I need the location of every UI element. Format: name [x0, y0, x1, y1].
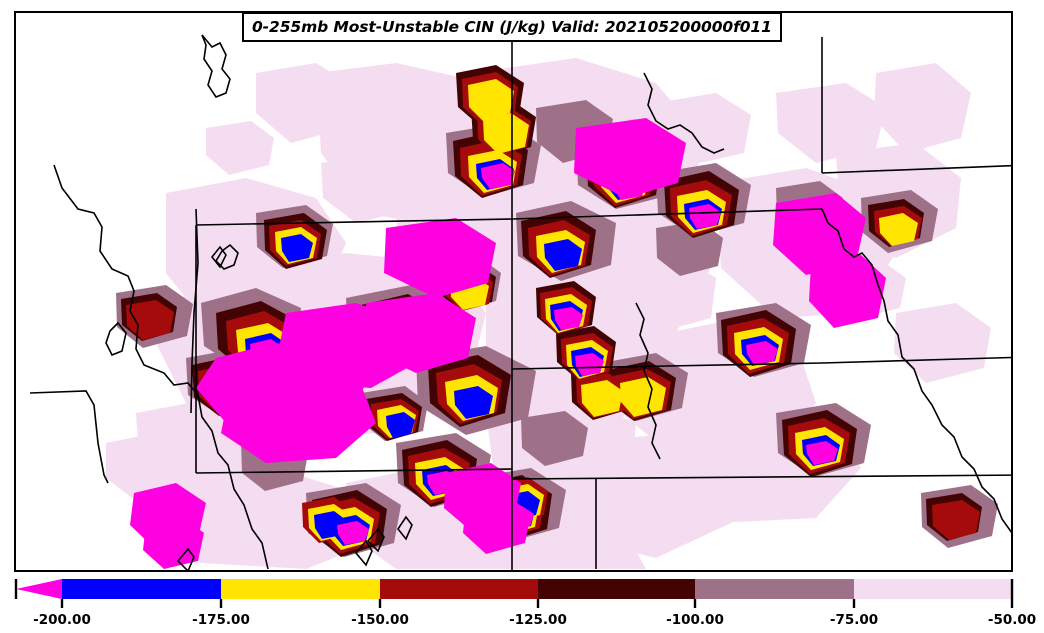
lake-tahoe [105, 321, 127, 357]
river-detail-south-2 [366, 527, 385, 553]
colorbar-label-5: -75.00 [830, 612, 878, 628]
colorbar-label-4: -100.00 [666, 612, 724, 628]
colorbar: -200.00 -175.00 -150.00 -125.00 -100.00 … [0, 572, 1044, 633]
title-box: 0-255mb Most-Unstable CIN (J/kg) Valid: … [242, 12, 782, 42]
lake-detail-utah [210, 245, 227, 269]
river-detail-az [176, 547, 195, 570]
colorbar-bin-mauve [695, 579, 854, 599]
colorbar-label-0: -200.00 [33, 612, 91, 628]
north-dakota-south-dakota-border [821, 164, 1011, 174]
wyoming-montana-border [511, 208, 823, 220]
colorbar-bin-maroon [538, 579, 695, 599]
cin-contour-field [106, 58, 998, 569]
colorbar-bin-palepink [854, 579, 1013, 599]
nebraska-south-dakota-border [821, 356, 1011, 364]
colorbar-label-1: -175.00 [192, 612, 250, 628]
colorbar-label-3: -125.00 [509, 612, 567, 628]
colorbar-label-2: -150.00 [351, 612, 409, 628]
missouri-river-mid [635, 302, 661, 460]
map-canvas [16, 13, 1011, 570]
state-boundaries [29, 34, 1011, 570]
colorbar-bin-darkred [380, 579, 538, 599]
nevada-california-border [29, 390, 109, 484]
oklahoma-kansas-border [511, 474, 1011, 480]
colorbar-ticks [14, 579, 1014, 608]
colorbar-label-6: -50.00 [988, 612, 1036, 628]
utah-arizona-border [195, 468, 513, 474]
oregon-idaho-border [190, 208, 199, 414]
puget-sound-coast [201, 34, 231, 98]
chart-title: 0-255mb Most-Unstable CIN (J/kg) Valid: … [252, 18, 772, 36]
colorbar-bin-yellow [221, 579, 380, 599]
montana-idaho-wyoming-north [195, 218, 513, 226]
colorbar-bin-blue [62, 579, 221, 599]
colorbar-canvas: -200.00 -175.00 -150.00 -125.00 -100.00 … [14, 579, 1036, 628]
cin-band-magenta [130, 118, 886, 569]
colorbar-extend-min [16, 579, 62, 599]
map-panel [14, 11, 1013, 572]
wyoming-colorado-nebraska-line [511, 362, 823, 370]
california-coast [53, 164, 269, 570]
missouri-river-border [821, 208, 1011, 533]
river-detail-south [354, 539, 373, 567]
missouri-river-north [643, 72, 725, 154]
river-detail-south-3 [397, 515, 413, 541]
